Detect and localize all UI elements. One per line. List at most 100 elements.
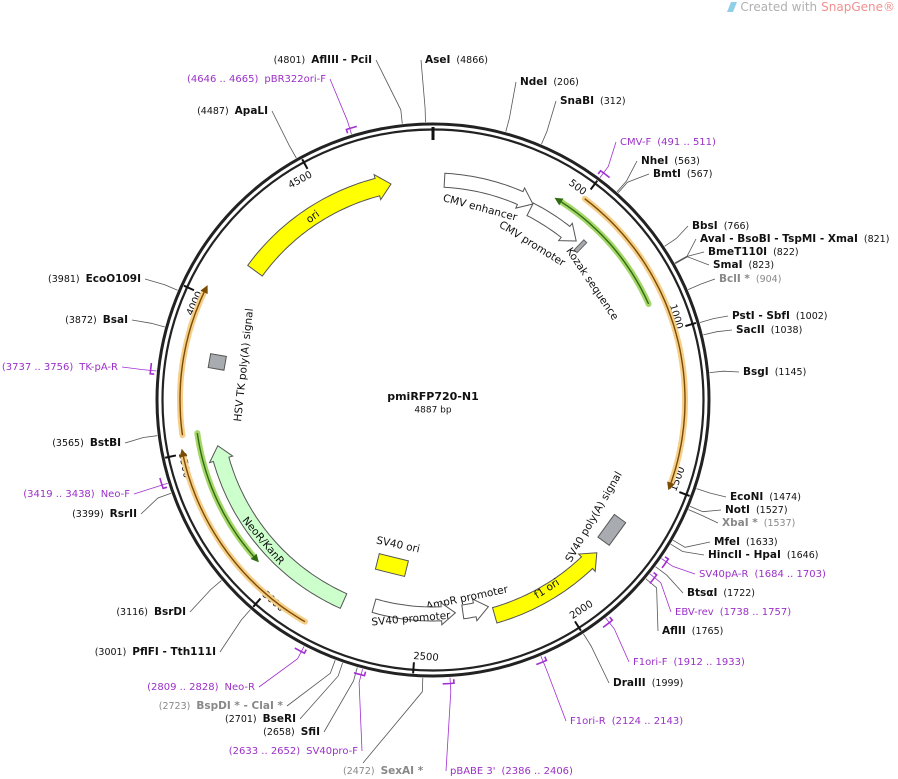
site-label: (4801) AflIII - PciI [274,54,372,66]
site-name: AflII [662,625,686,637]
credit-text: Created with [740,0,817,14]
feature-arrow [371,598,457,626]
site-name: BtsαI [687,587,717,599]
site-label: BmtI (567) [653,168,712,180]
primer-label: F1ori-R (2124 .. 2143) [570,716,683,727]
ring-tick [183,284,195,292]
site-position: (206) [553,77,579,88]
site-label: EcoNI (1474) [730,491,801,503]
site-position: (1038) [771,325,803,336]
backbone-outer [155,122,711,678]
thin-arc-core [179,292,205,436]
site-leader [219,609,251,653]
site-name: EcoO109I [86,273,141,285]
site-position: (1527) [756,505,788,516]
site-leader [674,238,697,264]
site-name: AvaI - BsoBI - TspMI - XmaI [700,233,858,245]
site-leader [675,256,710,266]
thin-arc-head [554,197,564,206]
site-name: BmeT110I [708,246,767,258]
primer-range: (1912 .. 1933) [673,657,745,668]
site-position: (2658) [263,727,295,738]
primer-leader [358,668,363,752]
primer-name: SV40pro-F [306,746,358,757]
site-position: (1002) [796,311,828,322]
site-name: BmtI [653,168,681,180]
site-leader [420,59,426,123]
site-name: ApaLI [235,105,268,117]
site-position: (823) [749,260,775,271]
thin-arc-head [667,481,675,491]
logo [727,2,737,12]
primer-mark [442,679,455,685]
site-label: (3001) PflFI - Tth111I [95,646,216,658]
site-position: (563) [674,156,700,167]
site-label: SmaI (823) [713,259,774,271]
site-position: (3399) [72,509,104,520]
site-label: XbaI * (1537) [722,517,795,529]
primer-name: SV40pA-R [699,569,748,580]
site-leader [616,160,638,192]
site-label: BbsI (766) [692,220,749,232]
primer-label: (3737 .. 3756) TK-pA-R [2,362,118,373]
credit: Created with SnapGene® [740,0,895,14]
site-label: (2658) SfiI [263,726,320,738]
site-label: AvaI - BsoBI - TspMI - XmaI (821) [700,233,889,245]
primer-label: (2809 .. 2828) Neo-R [147,682,255,693]
primer-mark [149,362,155,375]
site-name: SexAI * [381,765,424,777]
ring-tick [412,662,415,674]
site-leader [689,505,722,513]
site-position: (2701) [225,714,257,725]
primer-range: (2809 .. 2828) [147,682,219,693]
primer-label: pBABE 3' (2386 .. 2406) [450,766,573,777]
site-position: (3116) [116,607,148,618]
site-label: SacII (1038) [736,324,802,336]
primer-mark [345,125,358,134]
primer-range: (2386 .. 2406) [502,766,574,777]
site-name: BsrDI [154,606,186,618]
feature-arrow [526,202,577,242]
site-leader [362,677,424,764]
site-position: (1145) [775,367,807,378]
site-leader [617,173,650,193]
site-label: BsgI (1145) [743,366,806,378]
site-label: (2472) SexAI * [343,765,424,777]
site-label: DraIII (1999) [613,677,683,689]
primer-leader [661,558,696,575]
site-leader [670,543,705,556]
site-name: BbsI [692,220,718,232]
site-name: NotI [725,504,750,516]
thin-arc-core [182,456,306,623]
ring-tick [589,180,599,191]
site-label: (3981) EcoO109I [48,273,141,285]
site-label: MfeI (1633) [714,536,778,548]
primer-name: CMV-F [620,137,651,148]
primer-name: Neo-R [225,682,256,693]
plasmid-length: 4887 bp [414,406,451,416]
site-leader [703,329,733,336]
primer-mark [159,477,168,490]
site-position: (822) [773,247,799,258]
site-position: (2472) [343,766,375,777]
site-name: SfiI [301,726,320,738]
primer-name: pBR322ori-F [264,74,326,85]
primer-label: (2633 .. 2652) SV40pro-F [229,746,358,757]
site-name: RsrII [110,508,137,520]
primer-mark [602,616,614,629]
site-name: SmaI [713,259,743,271]
feature-arrow [246,173,392,277]
site-label: (3399) RsrII [72,508,137,520]
primer-leader [258,646,305,688]
site-position: (766) [724,221,750,232]
feature-arrow [208,444,348,609]
site-position: (1646) [787,550,819,561]
site-leader [299,662,343,720]
site-position: (1722) [723,588,755,599]
site-name: MfeI [714,536,740,548]
primer-name: EBV-rev [675,607,714,618]
site-label: (2701) BseRI [225,713,296,725]
thin-arc [581,195,688,486]
site-leader [664,225,689,247]
site-leader [709,370,740,373]
